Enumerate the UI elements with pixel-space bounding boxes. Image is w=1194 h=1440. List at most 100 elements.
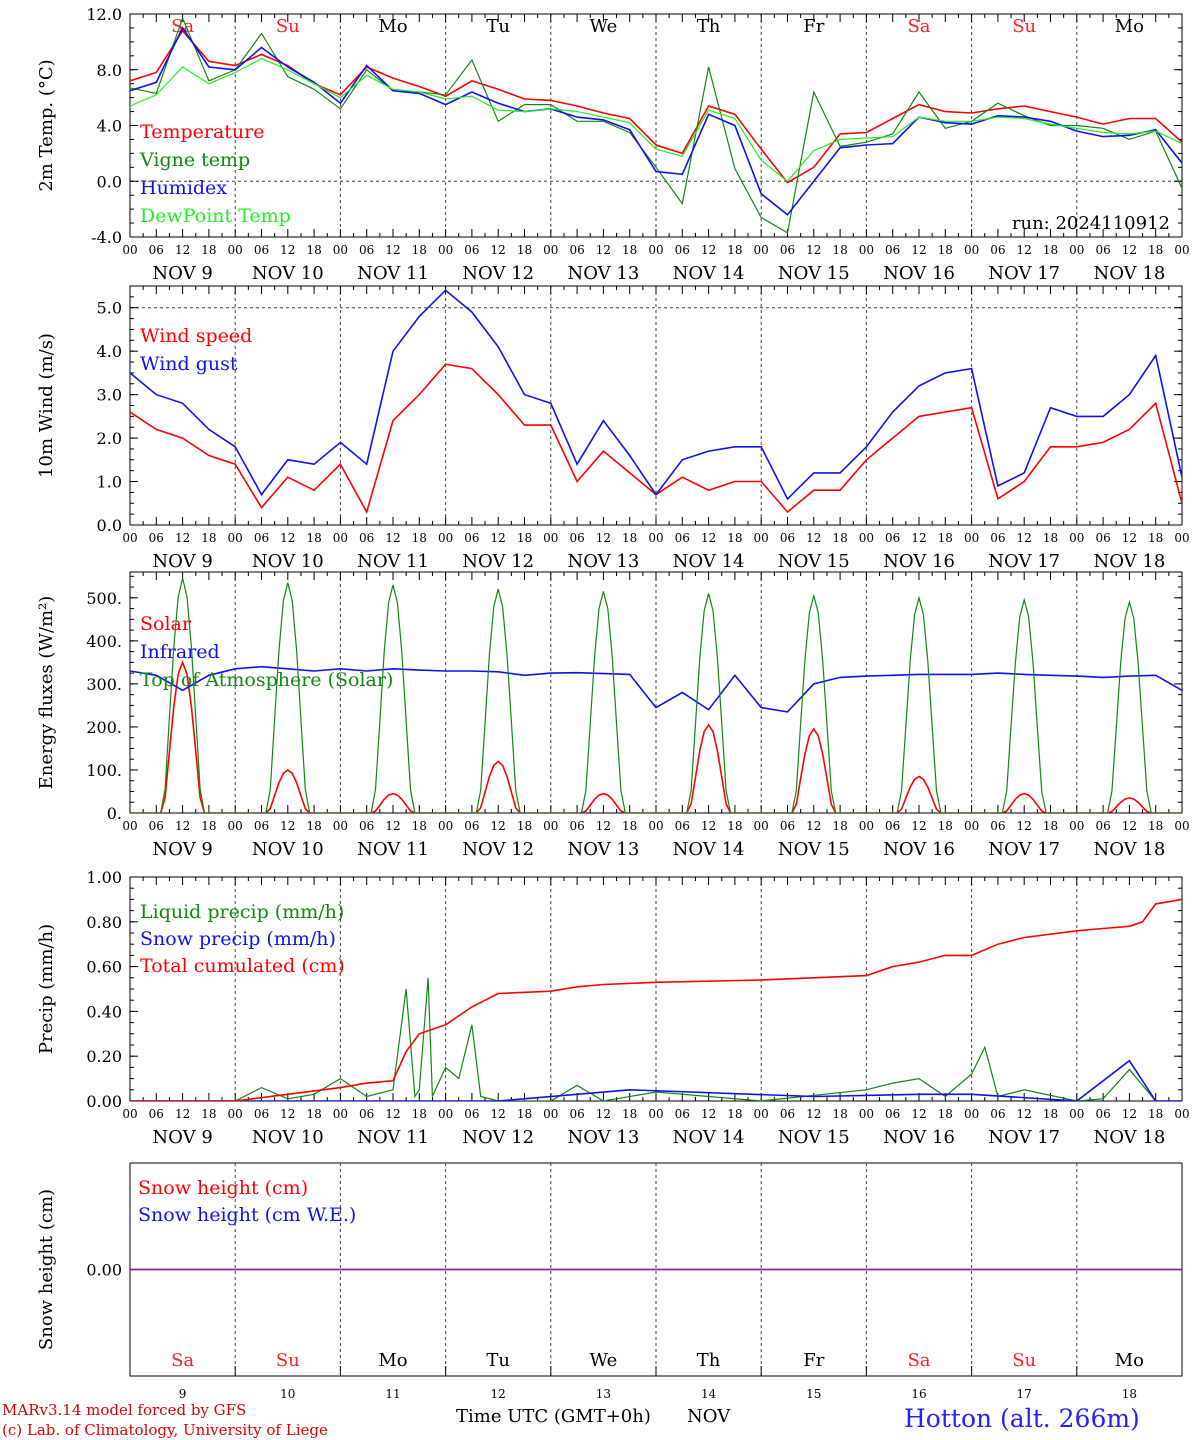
hour-tick-label: 00: [754, 531, 769, 545]
weekday-label: Su: [276, 1350, 300, 1371]
hour-tick-label: 00: [228, 531, 243, 545]
hour-tick-label: 00: [964, 819, 979, 833]
hour-tick-label: 18: [1043, 1107, 1058, 1121]
hour-tick-label: 18: [306, 531, 321, 545]
hour-tick-label: 06: [1095, 1107, 1110, 1121]
legend-entry: Wind gust: [140, 353, 238, 375]
day-number-label: 14: [701, 1387, 717, 1401]
date-label: NOV 15: [778, 263, 850, 284]
hour-tick-label: 12: [491, 819, 506, 833]
hour-tick-label: 18: [622, 243, 637, 257]
hour-tick-label: 06: [464, 243, 479, 257]
hour-tick-label: 18: [1148, 819, 1163, 833]
day-number-label: 11: [385, 1387, 400, 1401]
hour-tick-label: 12: [596, 531, 611, 545]
hour-tick-label: 18: [1148, 531, 1163, 545]
hour-tick-label: 12: [280, 243, 295, 257]
hour-tick-label: 12: [596, 1107, 611, 1121]
weekday-label: Su: [1012, 16, 1036, 37]
hour-tick-label: 00: [1069, 819, 1084, 833]
legend-entry: Temperature: [140, 121, 264, 143]
legend-entry: Wind speed: [140, 325, 252, 347]
hour-tick-label: 12: [1122, 1107, 1137, 1121]
hour-tick-label: 00: [438, 531, 453, 545]
weekday-label: Mo: [378, 16, 407, 37]
y-tick-label: 1.0: [97, 473, 122, 492]
panel-frame: [129, 285, 1183, 526]
hour-tick-label: 12: [701, 531, 716, 545]
hour-tick-label: 00: [1069, 531, 1084, 545]
credit-line-1: MARv3.14 model forced by GFS: [2, 1401, 247, 1419]
weekday-label: Sa: [907, 1350, 930, 1371]
hour-tick-label: 18: [201, 531, 216, 545]
series-line-infrared: [130, 665, 1182, 713]
weekday-label: Mo: [1115, 16, 1144, 37]
y-tick-label: 300.: [86, 675, 122, 694]
hour-tick-label: 12: [911, 243, 926, 257]
date-label: NOV 12: [462, 1127, 534, 1148]
weekday-label: Fr: [803, 16, 824, 37]
hour-tick-label: 06: [359, 243, 374, 257]
hour-tick-label: 06: [885, 243, 900, 257]
hour-tick-label: 06: [675, 243, 690, 257]
panel-1: 00 06 12 18 00 06 12 18 00 06 12 18 00 06 12 18 00 06 12 18…: [36, 5, 1190, 284]
series-line-liquid-precip-mm-h-: [130, 977, 1182, 1101]
hour-tick-label: 06: [464, 819, 479, 833]
hour-tick-label: 00: [438, 819, 453, 833]
hour-tick-label: 12: [701, 243, 716, 257]
legend-entry: Top of Atmosphere (Solar): [140, 669, 393, 691]
hour-tick-label: 12: [1017, 1107, 1032, 1121]
y-tick-label: 0.00: [86, 1092, 122, 1111]
date-label: NOV 11: [357, 551, 429, 572]
date-label: NOV 15: [778, 1127, 850, 1148]
hour-tick-label: 18: [306, 819, 321, 833]
hour-tick-label: 12: [175, 1107, 190, 1121]
date-label: NOV 14: [673, 1127, 745, 1148]
y-tick-label: 0.20: [86, 1047, 122, 1066]
hour-tick-label: 00: [648, 1107, 663, 1121]
hour-tick-label: 06: [780, 243, 795, 257]
hour-tick-label: 12: [911, 819, 926, 833]
date-label: NOV 18: [1093, 263, 1165, 284]
hour-tick-label: 06: [780, 1107, 795, 1121]
hour-tick-label: 06: [149, 243, 164, 257]
hour-tick-label: 00: [333, 243, 348, 257]
day-number-label: 12: [491, 1387, 506, 1401]
hour-tick-label: 18: [201, 243, 216, 257]
hour-tick-label: 18: [412, 531, 427, 545]
weekday-label: Sa: [171, 1350, 194, 1371]
hour-tick-label: 18: [412, 819, 427, 833]
hour-tick-label: 18: [517, 819, 532, 833]
hour-tick-label: 18: [727, 1107, 742, 1121]
day-number-label: 9: [179, 1387, 187, 1401]
date-label: NOV 16: [883, 263, 955, 284]
hour-tick-label: 00: [333, 1107, 348, 1121]
series-line-wind-gust: [130, 289, 1182, 501]
date-label: NOV 17: [988, 551, 1060, 572]
date-label: NOV 18: [1093, 551, 1165, 572]
y-tick-label: -4.0: [91, 228, 122, 247]
hour-tick-label: 00: [754, 819, 769, 833]
series-line-total-cumulated-cm-: [130, 898, 1182, 1101]
hour-tick-label: 18: [412, 243, 427, 257]
hour-tick-label: 06: [780, 531, 795, 545]
hour-tick-label: 12: [175, 819, 190, 833]
date-label: NOV 14: [673, 263, 745, 284]
date-label: NOV 12: [462, 551, 534, 572]
hour-tick-label: 00: [333, 819, 348, 833]
hour-tick-label: 12: [385, 819, 400, 833]
hour-tick-label: 00: [859, 819, 874, 833]
legend-entry: Humidex: [140, 177, 227, 199]
date-label: NOV 9: [152, 1127, 212, 1148]
y-tick-label: 3.0: [97, 386, 122, 405]
day-number-label: 15: [806, 1387, 821, 1401]
hour-tick-label: 06: [149, 819, 164, 833]
hour-tick-label: 00: [964, 1107, 979, 1121]
hour-tick-label: 06: [569, 1107, 584, 1121]
date-label: NOV 10: [252, 839, 324, 860]
weekday-label: We: [590, 16, 618, 37]
y-tick-label: 200.: [86, 718, 122, 737]
hour-tick-label: 00: [122, 531, 137, 545]
hour-tick-label: 00: [648, 819, 663, 833]
hour-tick-label: 00: [754, 1107, 769, 1121]
